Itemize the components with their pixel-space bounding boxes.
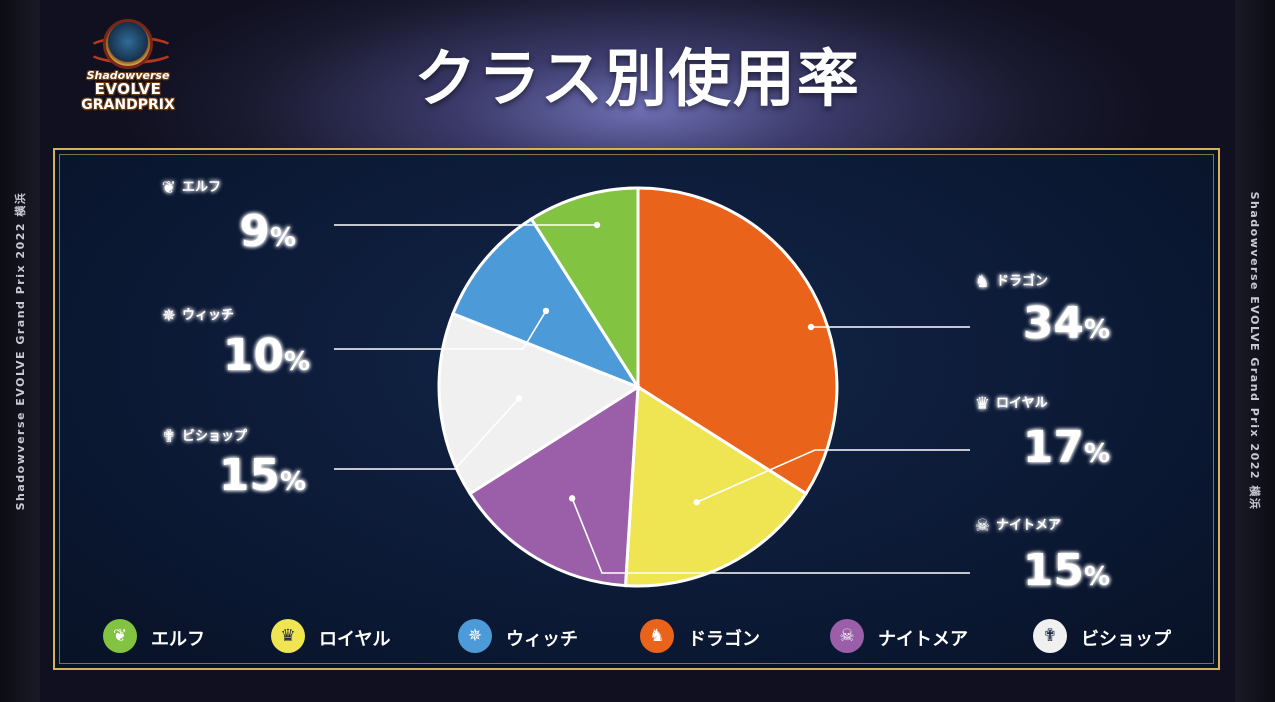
- slice-value-label: 15%: [1023, 545, 1110, 596]
- legend-label: ドラゴン: [688, 629, 760, 650]
- right-side-band: Shadowverse EVOLVE Grand Prix 2022 横浜: [1235, 0, 1275, 702]
- leader-dot: [593, 221, 601, 229]
- legend-label: エルフ: [151, 629, 205, 650]
- pie-slice: [451, 216, 642, 391]
- leader-line: [571, 498, 970, 574]
- slice-value-label: 17%: [1023, 422, 1110, 473]
- leaf-icon: ❦: [162, 178, 176, 198]
- pie-slice: [467, 384, 640, 588]
- slice-label: ビショップ: [182, 428, 248, 444]
- ghost-icon: ☠: [975, 516, 990, 536]
- slice-value-label: 9%: [239, 206, 296, 257]
- slice-label: ドラゴン: [996, 273, 1048, 289]
- magic-circle-icon: ✵: [162, 306, 176, 326]
- pie-slice: [437, 311, 642, 496]
- slice-label: ウィッチ: [182, 308, 234, 323]
- legend-label: ウィッチ: [506, 629, 578, 650]
- leader-dot: [542, 307, 550, 315]
- pie-slice: [529, 186, 640, 393]
- chart-legend: ❦ エルフ ♛ ロイヤル ✵ ウィッチ ♞ ドラゴン ☠ ナイトメア ✟ ビショップ: [103, 617, 1213, 655]
- leader-line: [696, 449, 970, 503]
- slice-label: エルフ: [182, 180, 221, 195]
- crown-icon: ♛: [271, 619, 305, 653]
- event-logo: Shadowverse EVOLVE GRANDPRIX: [78, 22, 178, 114]
- left-side-band: Shadowverse EVOLVE Grand Prix 2022 横浜: [0, 0, 40, 702]
- logo-badge-icon: [106, 22, 150, 66]
- wings-icon: ✟: [1033, 619, 1067, 653]
- slice-value-label: 34%: [1023, 298, 1110, 349]
- dragon-icon: ♞: [640, 619, 674, 653]
- pie-slice: [623, 384, 809, 588]
- leader-dot: [807, 323, 815, 331]
- legend-label: ロイヤル: [319, 629, 391, 650]
- slice-label: ロイヤル: [996, 396, 1048, 411]
- leader-line: [334, 397, 520, 470]
- leader-dot: [568, 495, 576, 502]
- leader-dot: [693, 499, 700, 506]
- magic-circle-icon: ✵: [458, 619, 492, 653]
- crown-icon: ♛: [975, 394, 990, 414]
- leader-dot: [515, 395, 523, 402]
- page-title: クラス別使用率: [414, 42, 861, 115]
- slice-value-label: 15%: [219, 450, 306, 501]
- logo-line-1: Shadowverse: [86, 69, 170, 82]
- logo-line-2: EVOLVE: [94, 80, 162, 98]
- ghost-icon: ☠: [830, 619, 864, 653]
- legend-label: ビショップ: [1081, 629, 1171, 650]
- slice-label: ナイトメア: [996, 518, 1061, 533]
- wings-icon: ✟: [162, 427, 176, 447]
- leader-line: [334, 310, 547, 350]
- leaf-icon: ❦: [103, 619, 137, 653]
- logo-line-3: GRANDPRIX: [81, 97, 175, 113]
- slice-value-label: 10%: [223, 330, 310, 381]
- legend-label: ナイトメア: [878, 629, 968, 650]
- dragon-icon: ♞: [975, 272, 990, 292]
